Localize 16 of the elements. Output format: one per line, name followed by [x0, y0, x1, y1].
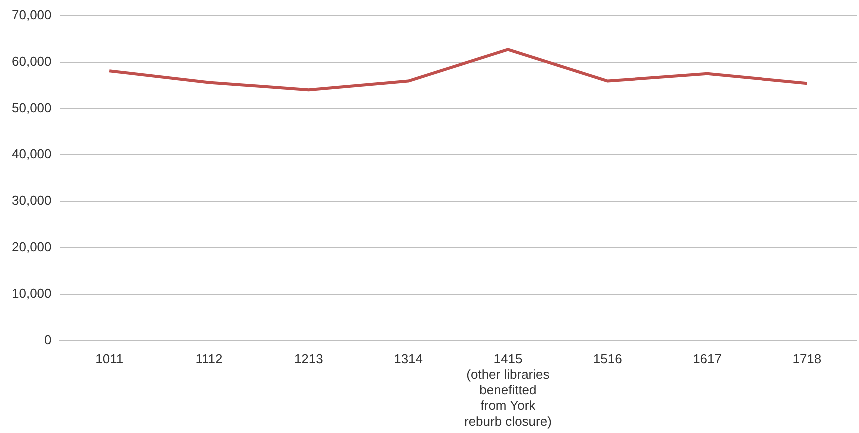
- x-tick-label: 1112: [196, 351, 223, 366]
- y-tick-label: 50,000: [12, 100, 52, 116]
- y-tick-label: 20,000: [12, 240, 52, 255]
- x-tick-label: 1213: [294, 351, 324, 366]
- y-tick-label: 10,000: [12, 286, 52, 302]
- x-tick-label: 1415 (other libraries benefitted from York reburb closure): [464, 351, 552, 429]
- y-tick-label: 70,000: [12, 7, 52, 22]
- x-tick-label: 1718: [792, 351, 822, 366]
- x-tick-label: 1617: [693, 351, 722, 366]
- x-tick-label: 1516: [593, 351, 622, 366]
- y-tick-label: 40,000: [12, 146, 52, 162]
- x-tick-label: 1314: [394, 351, 424, 366]
- x-tick-label: 1011: [96, 351, 124, 366]
- y-tick-label: 0: [44, 332, 52, 348]
- y-tick-label: 60,000: [12, 54, 52, 69]
- y-tick-label: 30,000: [12, 193, 52, 208]
